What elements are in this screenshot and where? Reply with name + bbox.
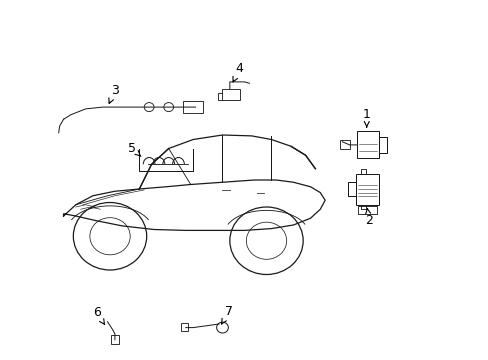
Bar (356, 131, 378, 158)
Text: 2: 2 (365, 208, 372, 227)
Bar (183, 101, 203, 113)
Text: 1: 1 (362, 108, 370, 127)
Text: 5: 5 (128, 142, 141, 156)
Bar (222, 89, 239, 100)
Bar (355, 174, 379, 205)
Text: 6: 6 (93, 306, 104, 325)
Bar (111, 335, 119, 344)
Bar (339, 139, 349, 148)
Text: 3: 3 (109, 84, 119, 103)
Bar (181, 323, 188, 331)
Text: 7: 7 (221, 305, 232, 324)
Text: 4: 4 (232, 62, 243, 82)
Bar (358, 206, 376, 214)
